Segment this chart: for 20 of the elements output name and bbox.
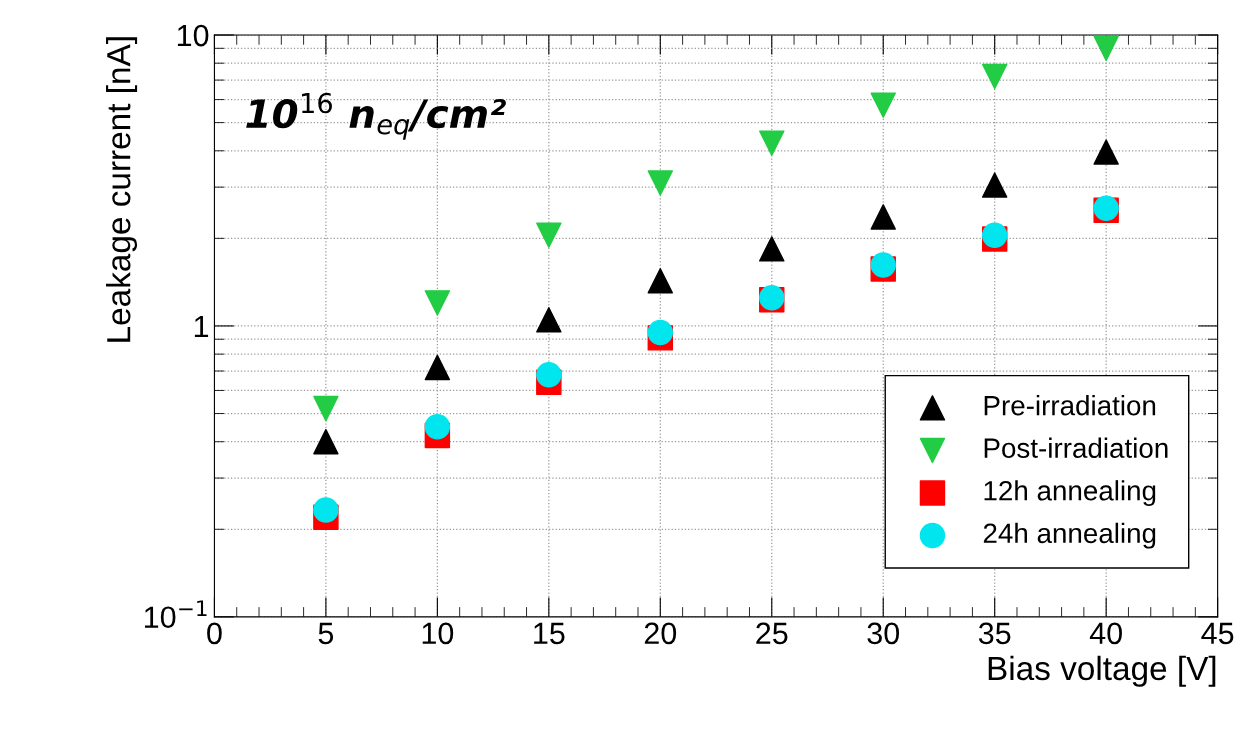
x-tick-label: 45	[1201, 622, 1234, 645]
legend-label: 24h annealing	[983, 522, 1156, 549]
x-tick-label: 15	[534, 622, 565, 645]
y-tick-label: 1	[194, 315, 209, 338]
x-axis-title: Bias voltage [V]	[988, 655, 1216, 687]
legend-label: 12h annealing	[984, 480, 1156, 507]
y-tick-label: 10$^{−1}$	[144, 600, 207, 629]
y-axis-title: Leakage current [nA]	[106, 37, 138, 342]
x-tick-label: 5	[318, 622, 334, 645]
x-tick-label: 10	[422, 622, 454, 645]
x-tick-label: 35	[978, 622, 1011, 645]
annotation: 10$^{16}$ n$_{eq}$/cm²	[246, 92, 506, 140]
x-tick-label: 30	[867, 622, 900, 645]
x-tick-label: 40	[1089, 622, 1122, 645]
y-tick-label: 10	[177, 24, 209, 47]
x-tick-label: 20	[644, 622, 677, 645]
x-tick-label: 25	[756, 622, 788, 645]
legend-label: Pre-irradiation	[984, 395, 1156, 416]
legend-label: Post-irradiation	[984, 437, 1168, 458]
x-tick-label: 0	[207, 622, 222, 645]
